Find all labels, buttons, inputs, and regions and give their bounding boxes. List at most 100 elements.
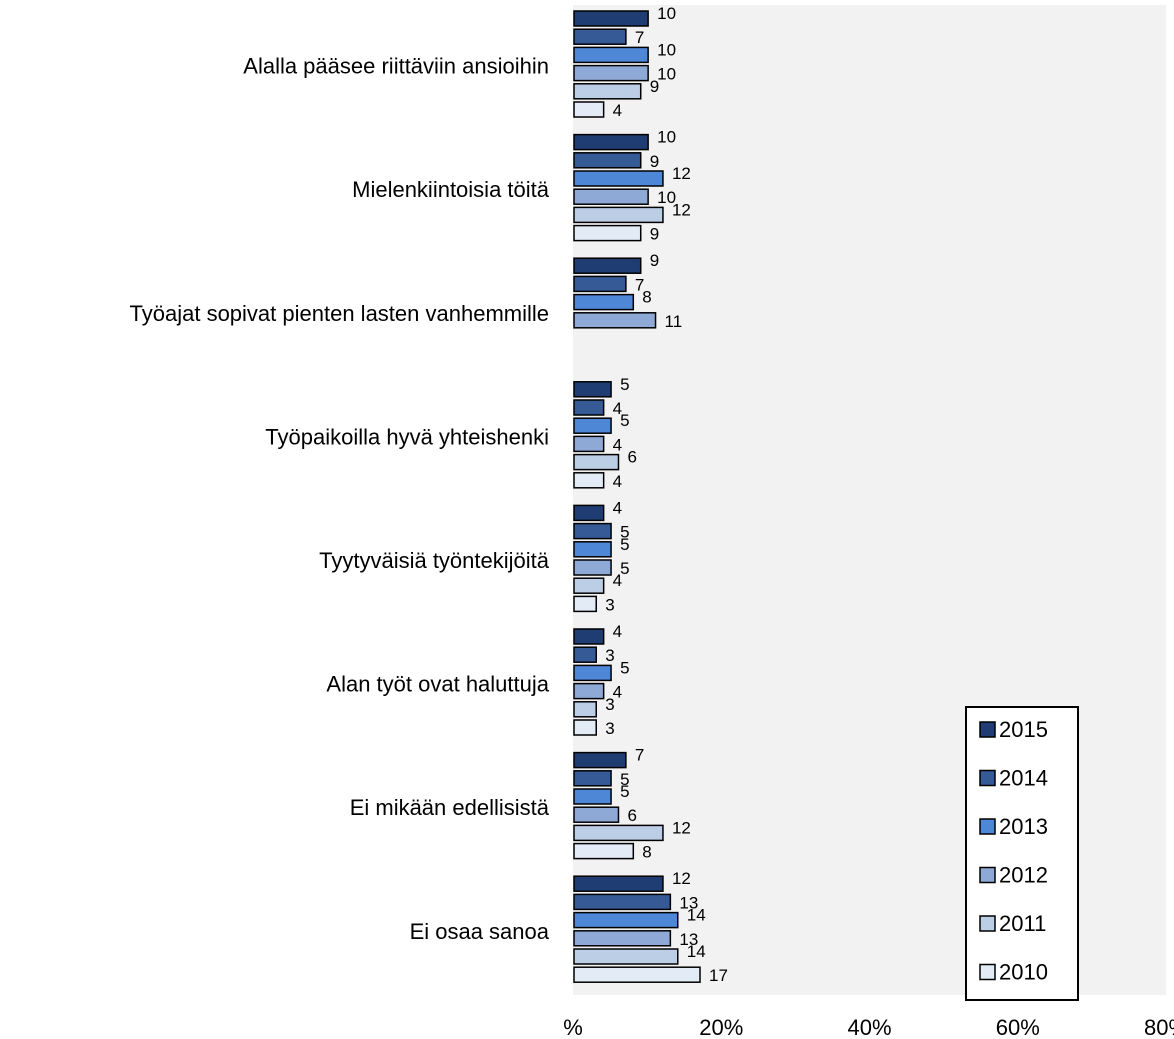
value-label: 3 bbox=[605, 646, 614, 665]
value-label: 11 bbox=[665, 312, 683, 331]
bar-2012 bbox=[573, 682, 605, 700]
category-label: Ei osaa sanoa bbox=[410, 919, 550, 944]
category-label: Tyytyväisiä työntekijöitä bbox=[319, 548, 550, 573]
bar-2011 bbox=[573, 701, 597, 718]
x-tick-label: 20% bbox=[699, 1015, 743, 1039]
value-label: 4 bbox=[613, 683, 622, 702]
x-tick-label: 40% bbox=[847, 1015, 891, 1039]
bar-2013 bbox=[573, 541, 612, 558]
value-label: 4 bbox=[613, 498, 622, 517]
value-label: 3 bbox=[605, 595, 614, 614]
bar-2012 bbox=[573, 559, 612, 576]
legend-swatch bbox=[979, 915, 996, 932]
value-label: 6 bbox=[627, 448, 636, 467]
bar-2014 bbox=[573, 28, 627, 45]
bar-2011 bbox=[573, 453, 620, 471]
value-label: 14 bbox=[687, 906, 706, 925]
bar-2013 bbox=[573, 46, 649, 64]
bar-2015 bbox=[573, 381, 612, 398]
value-label: 12 bbox=[672, 200, 691, 219]
bar-2013 bbox=[573, 911, 679, 929]
x-axis-ticks: % 20% 40% 60% 80% bbox=[563, 1015, 1174, 1039]
legend-swatch bbox=[979, 866, 996, 884]
bar-2014 bbox=[573, 522, 612, 540]
bar-2014 bbox=[573, 152, 642, 169]
bar-2015 bbox=[573, 257, 642, 274]
bar-2012 bbox=[573, 435, 605, 453]
value-label: 10 bbox=[657, 128, 676, 147]
bar-2015 bbox=[573, 628, 605, 645]
value-label: 13 bbox=[679, 893, 698, 912]
x-tick-label: 60% bbox=[996, 1015, 1040, 1039]
value-label: 10 bbox=[657, 40, 676, 59]
category-label: Alalla pääsee riittäviin ansioihin bbox=[243, 54, 549, 79]
value-label: 10 bbox=[657, 4, 676, 23]
bar-2012 bbox=[573, 806, 620, 823]
bar-2012 bbox=[573, 930, 672, 947]
bar-2011 bbox=[573, 824, 664, 842]
value-label: 8 bbox=[642, 288, 651, 307]
bar-2013 bbox=[573, 788, 612, 805]
category-label: Mielenkiintoisia töitä bbox=[352, 177, 550, 202]
bar-2013 bbox=[573, 417, 612, 434]
value-label: 6 bbox=[627, 806, 636, 825]
bar-2014 bbox=[573, 399, 605, 416]
bar-2010 bbox=[573, 966, 701, 983]
value-label: 5 bbox=[620, 523, 629, 542]
bar-2013 bbox=[573, 293, 635, 311]
value-label: 4 bbox=[613, 435, 622, 454]
bar-2010 bbox=[573, 224, 642, 242]
category-labels: Alalla pääsee riittäviin ansioihin Mielen… bbox=[130, 54, 550, 944]
x-tick-label: 80% bbox=[1144, 1015, 1174, 1039]
legend-label: 2010 bbox=[999, 960, 1048, 985]
category-label: Työajat sopivat pienten lasten vanhemmil… bbox=[130, 301, 549, 326]
bar-2015 bbox=[573, 10, 649, 27]
bar-2014 bbox=[573, 646, 597, 663]
bar-2012 bbox=[573, 188, 649, 205]
bar-2010 bbox=[573, 595, 597, 613]
value-labels: 1071010941091210129978115454644555434354… bbox=[605, 4, 728, 985]
value-label: 5 bbox=[620, 535, 629, 554]
category-label: Alan työt ovat haluttuja bbox=[326, 672, 549, 697]
value-label: 12 bbox=[672, 818, 691, 837]
bar-2010 bbox=[573, 101, 605, 118]
bar-2013 bbox=[573, 664, 612, 682]
value-label: 3 bbox=[605, 719, 614, 738]
bar-2014 bbox=[573, 770, 612, 787]
value-label: 14 bbox=[687, 942, 706, 961]
value-label: 10 bbox=[657, 65, 676, 84]
legend-box bbox=[965, 706, 1079, 1001]
value-label: 9 bbox=[650, 251, 659, 270]
value-label: 4 bbox=[613, 571, 622, 590]
value-label: 3 bbox=[605, 695, 614, 714]
bar-2015 bbox=[573, 504, 605, 522]
bar-2011 bbox=[573, 83, 642, 100]
value-label: 5 bbox=[620, 782, 629, 801]
bar-2015 bbox=[573, 875, 664, 892]
value-label: 7 bbox=[635, 275, 644, 294]
value-label: 4 bbox=[613, 101, 622, 120]
value-label: 13 bbox=[679, 930, 698, 949]
value-label: 7 bbox=[635, 746, 644, 765]
value-label: 8 bbox=[642, 843, 651, 862]
legend-label: 2015 bbox=[999, 717, 1048, 742]
bar-2012 bbox=[573, 312, 657, 329]
bar-2015 bbox=[573, 133, 649, 151]
value-label: 4 bbox=[613, 622, 622, 641]
bar-2015 bbox=[573, 751, 627, 769]
value-label: 5 bbox=[620, 658, 629, 677]
category-label: Ei mikään edellisistä bbox=[350, 795, 550, 820]
bar-2011 bbox=[573, 577, 605, 594]
x-tick-label: % bbox=[563, 1015, 583, 1039]
category-label: Työpaikoilla hyvä yhteishenki bbox=[265, 424, 549, 449]
legend: 2015 2014 2013 2012 2011 2010 bbox=[965, 706, 1079, 1001]
value-label: 5 bbox=[620, 375, 629, 394]
bar-2011 bbox=[573, 206, 664, 224]
value-label: 4 bbox=[613, 399, 622, 418]
legend-label: 2011 bbox=[999, 911, 1046, 936]
value-label: 17 bbox=[709, 966, 728, 985]
bar-2010 bbox=[573, 842, 635, 860]
bar-2012 bbox=[573, 64, 649, 82]
legend-swatch bbox=[979, 963, 996, 981]
value-label: 4 bbox=[613, 472, 622, 491]
